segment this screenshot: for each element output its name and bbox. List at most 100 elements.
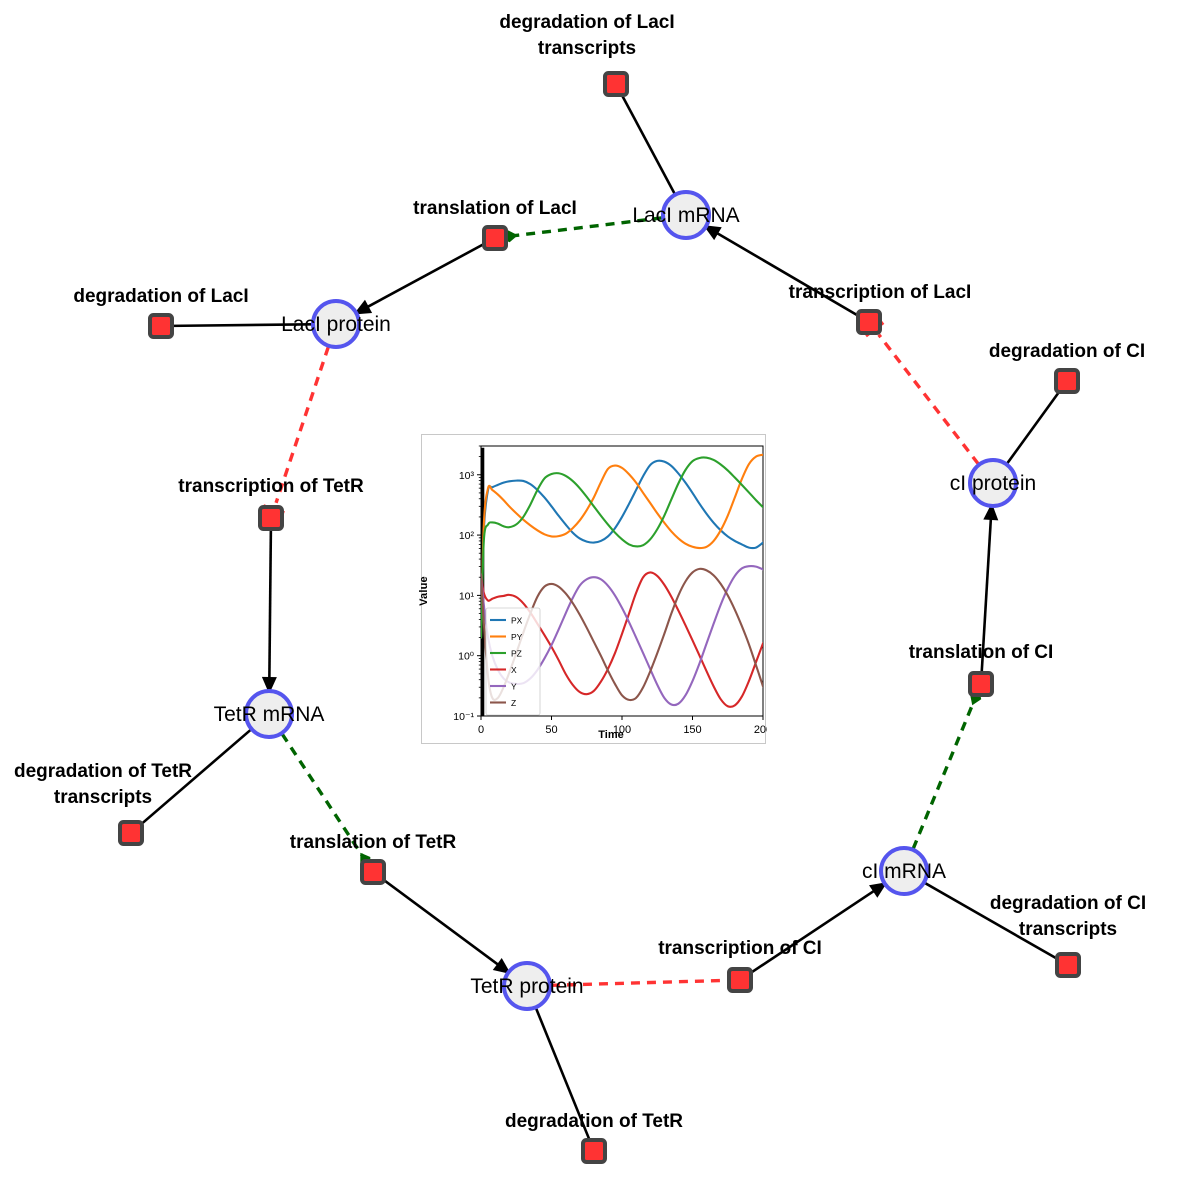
reaction-label-deg_laci_transcripts: degradation of LacI bbox=[499, 12, 674, 33]
reaction-square-icon bbox=[360, 859, 386, 885]
edge-ci_protein-to-deg_ci bbox=[1006, 389, 1062, 465]
reaction-label-translation_ci: translation of CI bbox=[909, 642, 1054, 663]
reaction-node-deg_laci[interactable] bbox=[148, 313, 174, 339]
reaction-square-icon bbox=[482, 225, 508, 251]
chart-legend-label-Y: Y bbox=[511, 682, 517, 692]
species-label-ci_protein: cI protein bbox=[950, 472, 1036, 495]
chart-legend: PX PY PZ XYZ bbox=[485, 607, 541, 716]
timecourse-inset-chart: 10⁻¹ 10⁰ 10¹ 10² 10³ 0 50 100 150 200 PX PY PZ XYZ Va… bbox=[418, 434, 767, 744]
species-circle-icon bbox=[502, 961, 552, 1011]
species-label-laci_mrna: LacI mRNA bbox=[632, 204, 739, 227]
reaction-node-deg_ci_transcripts[interactable] bbox=[1055, 952, 1081, 978]
species-node-ci_mrna[interactable] bbox=[879, 846, 929, 896]
edge-laci_protein-to-transcription_tetr bbox=[274, 346, 330, 504]
reaction-label-deg_laci: degradation of LacI bbox=[73, 286, 248, 307]
arrowhead-triangle bbox=[983, 502, 999, 521]
species-node-laci_protein[interactable] bbox=[311, 299, 361, 349]
chart-y-tick-label: 10¹ bbox=[459, 590, 475, 602]
reaction-label-deg_laci_transcripts: transcripts bbox=[538, 38, 636, 59]
edge-laci_protein-to-deg_laci bbox=[171, 322, 313, 328]
chart-x-tick-label: 100 bbox=[613, 724, 631, 736]
reaction-node-transcription_laci[interactable] bbox=[856, 309, 882, 335]
reaction-label-transcription_ci: transcription of CI bbox=[658, 938, 822, 959]
reaction-label-translation_tetr: translation of TetR bbox=[290, 832, 457, 853]
chart-y-tick-label: 10⁰ bbox=[458, 651, 475, 663]
chart-legend-background bbox=[485, 607, 541, 716]
chart-y-tick-label: 10² bbox=[459, 530, 475, 542]
reaction-square-icon bbox=[581, 1138, 607, 1164]
chart-x-tick-label: 150 bbox=[683, 724, 701, 736]
species-circle-icon bbox=[244, 689, 294, 739]
reaction-square-icon bbox=[1054, 368, 1080, 394]
reaction-node-deg_tetr[interactable] bbox=[581, 1138, 607, 1164]
species-node-ci_protein[interactable] bbox=[968, 458, 1018, 508]
reaction-square-icon bbox=[148, 313, 174, 339]
reaction-node-translation_tetr[interactable] bbox=[360, 859, 386, 885]
chart-legend-label-PX: PX bbox=[511, 616, 523, 626]
chart-x-tick-label: 200 bbox=[754, 724, 767, 736]
species-label-laci_protein: LacI protein bbox=[281, 313, 391, 336]
reaction-square-icon bbox=[258, 505, 284, 531]
edge-transcription_ci-to-ci_mrna bbox=[748, 888, 877, 975]
chart-series-X bbox=[481, 571, 763, 708]
arrowhead-triangle bbox=[261, 676, 277, 695]
reaction-node-translation_laci[interactable] bbox=[482, 225, 508, 251]
species-node-tetr_protein[interactable] bbox=[502, 961, 552, 1011]
arrowhead-triangle bbox=[869, 882, 888, 898]
edge-translation_ci-to-ci_protein bbox=[980, 516, 993, 674]
chart-series-PZ bbox=[481, 456, 763, 639]
edge-translation_tetr-to-tetr_protein bbox=[381, 877, 501, 967]
reaction-square-icon bbox=[1055, 952, 1081, 978]
chart-legend-label-X: X bbox=[511, 665, 517, 675]
chart-legend-label-PZ: PZ bbox=[511, 649, 522, 659]
reaction-node-transcription_tetr[interactable] bbox=[258, 505, 284, 531]
reaction-label-deg_tetr: degradation of TetR bbox=[505, 1111, 683, 1132]
reaction-node-deg_tetr_transcripts[interactable] bbox=[118, 820, 144, 846]
edge-ci_protein-to-transcription_laci bbox=[877, 333, 980, 466]
reaction-label-deg_ci: degradation of CI bbox=[989, 341, 1145, 362]
species-circle-icon bbox=[968, 458, 1018, 508]
chart-y-tick-label: 10⁻¹ bbox=[453, 711, 474, 723]
chart-legend-label-PY: PY bbox=[511, 632, 523, 642]
reaction-square-icon bbox=[603, 71, 629, 97]
reaction-node-deg_laci_transcripts[interactable] bbox=[603, 71, 629, 97]
edge-transcription_laci-to-laci_mrna bbox=[714, 231, 861, 318]
reaction-square-icon bbox=[856, 309, 882, 335]
reaction-label-deg_ci_transcripts: transcripts bbox=[1019, 919, 1117, 940]
species-node-tetr_mrna[interactable] bbox=[244, 689, 294, 739]
chart-legend-label-Z: Z bbox=[511, 698, 516, 708]
chart-series-PX bbox=[481, 459, 763, 639]
reaction-square-icon bbox=[727, 967, 753, 993]
species-circle-icon bbox=[661, 190, 711, 240]
chart-x-axis-label: Time bbox=[598, 729, 624, 741]
chart-y-axis-label: Value bbox=[418, 576, 430, 606]
edge-tetr_mrna-to-translation_tetr bbox=[280, 733, 365, 858]
reaction-node-deg_ci[interactable] bbox=[1054, 368, 1080, 394]
chart-y-tick-label: 10³ bbox=[459, 470, 475, 482]
arrowhead-triangle bbox=[492, 957, 511, 975]
edge-transcription_tetr-to-tetr_mrna bbox=[268, 528, 273, 681]
reaction-label-deg_tetr_transcripts: transcripts bbox=[54, 787, 152, 808]
reaction-node-translation_ci[interactable] bbox=[968, 671, 994, 697]
chart-plot-area: 10⁻¹ 10⁰ 10¹ 10² 10³ 0 50 100 150 200 PX PY PZ XYZ bbox=[453, 445, 767, 736]
edge-ci_mrna-to-deg_ci_transcripts bbox=[924, 881, 1060, 961]
chart-series-PY bbox=[481, 453, 763, 639]
reaction-square-icon bbox=[968, 671, 994, 697]
edge-tetr_mrna-to-deg_tetr_transcripts bbox=[138, 728, 252, 827]
species-circle-icon bbox=[879, 846, 929, 896]
reaction-node-transcription_ci[interactable] bbox=[727, 967, 753, 993]
reaction-label-transcription_laci: transcription of LacI bbox=[789, 282, 972, 303]
species-node-laci_mrna[interactable] bbox=[661, 190, 711, 240]
edge-translation_laci-to-laci_protein bbox=[365, 242, 486, 309]
edge-ci_mrna-to-translation_ci bbox=[911, 699, 976, 850]
edge-tetr_protein-to-deg_tetr bbox=[534, 1007, 592, 1142]
edge-laci_mrna-to-deg_laci_transcripts bbox=[620, 93, 676, 195]
species-label-ci_mrna: cI mRNA bbox=[862, 860, 946, 883]
edge-tetr_protein-to-transcription_ci bbox=[550, 978, 725, 988]
arrowhead-triangle bbox=[353, 299, 373, 315]
species-circle-icon bbox=[311, 299, 361, 349]
chart-x-tick-label: 0 bbox=[478, 724, 484, 736]
species-label-tetr_protein: TetR protein bbox=[470, 975, 583, 998]
species-label-tetr_mrna: TetR mRNA bbox=[214, 703, 325, 726]
